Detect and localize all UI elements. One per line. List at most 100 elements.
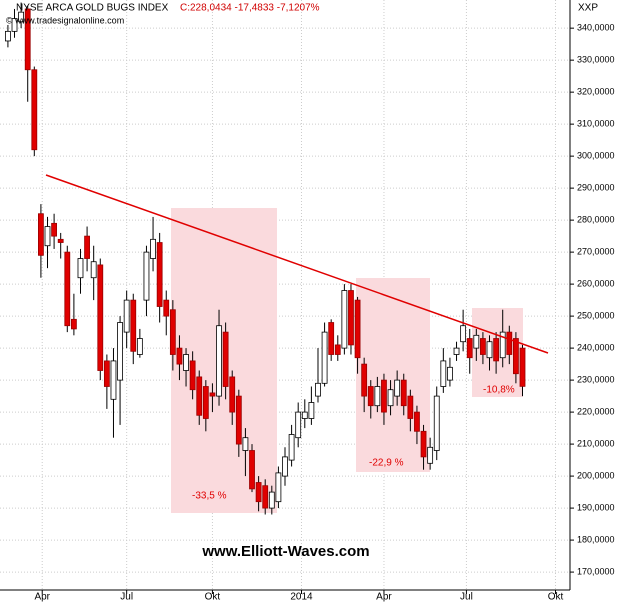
candle-body	[301, 411, 308, 419]
candle-body	[202, 386, 209, 419]
candle-body	[31, 69, 38, 151]
candle-body	[183, 354, 189, 371]
candle-body	[361, 363, 368, 397]
y-tick-label: 310,0000	[577, 119, 615, 129]
candle-body	[24, 8, 31, 71]
candle-body	[255, 482, 262, 503]
candle-body	[150, 238, 156, 259]
candle-body	[381, 379, 387, 413]
candle-body	[209, 392, 216, 397]
candle-body	[163, 299, 170, 317]
y-tick-label: 180,0000	[577, 534, 615, 544]
candle-body	[420, 430, 427, 458]
candle-body	[77, 258, 84, 279]
candle-body	[176, 347, 183, 365]
candle-body	[38, 213, 44, 256]
y-tick-label: 280,0000	[577, 215, 615, 225]
source: © www.tradesignalonline.com	[6, 15, 124, 25]
y-tick-label: 220,0000	[577, 406, 615, 416]
y-tick-label: 340,0000	[577, 23, 615, 33]
candle-body	[117, 322, 123, 381]
candle-body	[414, 411, 420, 432]
candle-body	[480, 338, 486, 355]
candle-body	[519, 347, 526, 387]
x-tick-label: Apr	[376, 592, 392, 602]
candle-body	[196, 376, 203, 416]
watermark: www.Elliott-Waves.com	[201, 543, 369, 560]
symbol: XXP	[578, 3, 598, 14]
candle-body	[427, 446, 434, 464]
candle-body	[11, 18, 18, 32]
candle-body	[189, 360, 196, 391]
candle-body	[400, 379, 407, 407]
candle-body	[499, 331, 506, 359]
y-tick-label: 190,0000	[577, 502, 615, 512]
candle-body	[367, 386, 374, 407]
chart-title: NYSE ARCA GOLD BUGS INDEX	[16, 3, 169, 14]
trend-line	[45, 174, 549, 354]
candle-body	[97, 264, 104, 371]
annotation: -22,9 %	[369, 458, 404, 469]
candle-body	[222, 331, 229, 387]
candle-body	[394, 379, 401, 397]
y-tick-label: 330,0000	[577, 55, 615, 65]
candle-body	[156, 242, 163, 307]
last-price: C:228,0434 -17,4833 -7,1207%	[180, 3, 320, 14]
x-tick-label: Okt	[205, 592, 221, 602]
y-tick-label: 260,0000	[577, 278, 615, 288]
candles	[5, 2, 526, 515]
candle-body	[130, 299, 137, 352]
candle-body	[5, 30, 11, 42]
candle-body	[275, 472, 282, 503]
y-tick-label: 300,0000	[577, 151, 615, 161]
x-tick-label: 2014	[290, 592, 313, 602]
candle-body	[123, 299, 130, 333]
candle-body	[341, 290, 348, 349]
candle-body	[348, 290, 354, 346]
annotation: -33,5 %	[192, 491, 227, 502]
candle-body	[57, 238, 64, 243]
candle-body	[90, 261, 97, 279]
candle-body	[44, 226, 51, 247]
candle-body	[387, 389, 394, 407]
candle-body	[374, 386, 381, 407]
candle-body	[506, 331, 513, 355]
y-tick-label: 270,0000	[577, 247, 615, 257]
candle-body	[143, 251, 150, 301]
candle-body	[216, 325, 222, 397]
y-tick-label: 230,0000	[577, 374, 615, 384]
candle-body	[282, 456, 288, 477]
candle-body	[486, 341, 493, 359]
x-tick-label: Jul	[460, 592, 473, 602]
candle-body	[433, 395, 440, 451]
candle-body	[169, 309, 176, 355]
y-tick-label: 200,0000	[577, 470, 615, 480]
grid	[0, 0, 570, 590]
x-tick-label: Jul	[120, 592, 133, 602]
y-tick-label: 290,0000	[577, 183, 615, 193]
x-tick-label: Okt	[548, 592, 564, 602]
candle-body	[447, 366, 453, 381]
candle-body	[460, 325, 467, 343]
candle-body	[466, 338, 473, 359]
candle-body	[70, 318, 77, 330]
candle-body	[110, 360, 117, 400]
candle-body	[288, 434, 295, 461]
candle-body	[18, 11, 25, 23]
candle-body	[64, 251, 71, 327]
annotation: -10,8%	[483, 385, 515, 396]
candle-body	[513, 338, 519, 375]
candle-body	[473, 334, 480, 349]
candle-body	[51, 222, 57, 237]
candle-body	[453, 347, 460, 355]
candle-body	[493, 338, 500, 362]
candle-body	[229, 376, 236, 413]
candle-body	[103, 360, 110, 387]
candle-body	[315, 382, 321, 397]
y-tick-label: 320,0000	[577, 87, 615, 97]
candle-body	[308, 402, 315, 419]
candle-body	[321, 331, 328, 384]
y-tick-label: 250,0000	[577, 310, 615, 320]
y-tick-label: 240,0000	[577, 342, 615, 352]
candle-body	[262, 485, 269, 509]
